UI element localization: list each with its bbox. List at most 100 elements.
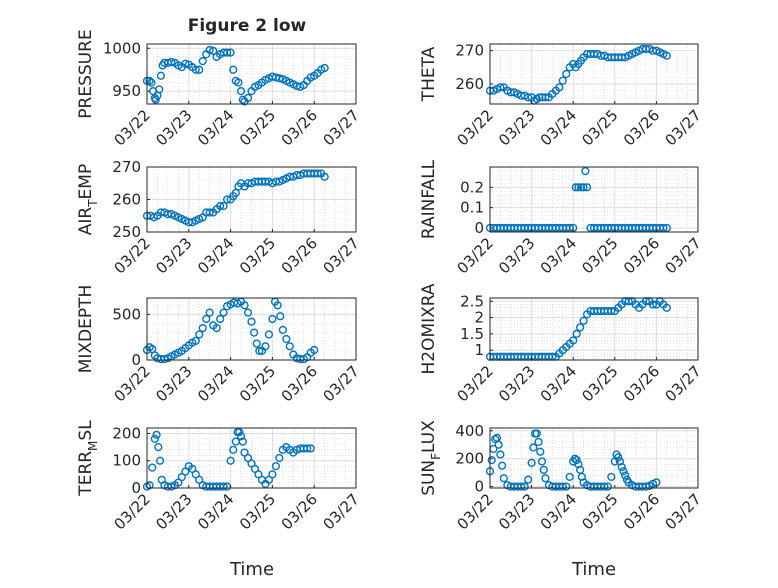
x-tick-label: 03/24 <box>537 362 580 405</box>
data-point <box>236 432 246 441</box>
data-point <box>641 482 651 491</box>
data-point <box>250 328 259 337</box>
data-point <box>216 201 225 211</box>
x-tick-label: 03/22 <box>111 106 154 149</box>
data-point <box>156 71 166 80</box>
data-point <box>229 445 238 454</box>
x-tick-label: 03/24 <box>537 106 580 149</box>
data-point <box>662 303 671 312</box>
data-point <box>148 463 157 472</box>
subplot-air: 25026027003/2203/2303/2403/2503/2603/27A… <box>76 158 363 277</box>
subplot-grid: 950100003/2203/2303/2403/2503/2603/27PRE… <box>76 29 705 533</box>
y-tick-label: 200 <box>112 424 141 442</box>
y-axis-label: RAINFALL <box>419 159 439 239</box>
y-tick-label: 0 <box>474 219 484 237</box>
x-tick-label: 03/26 <box>620 362 663 405</box>
data-point <box>310 345 319 355</box>
x-tick-label: 03/22 <box>454 234 497 277</box>
data-point <box>614 453 623 462</box>
data-point <box>216 314 225 324</box>
x-tick-label: 03/25 <box>236 362 279 405</box>
x-tick-label: 03/25 <box>578 362 621 405</box>
data-point <box>236 87 246 96</box>
data-point <box>219 308 228 317</box>
y-tick-label: 1.5 <box>460 325 484 343</box>
axes-box <box>489 43 699 105</box>
x-tick-label: 03/26 <box>278 106 321 149</box>
x-axis-label-left: Time <box>229 559 274 580</box>
x-tick-label: 03/22 <box>454 106 497 149</box>
x-tick-label: 03/27 <box>662 106 705 149</box>
data-point <box>243 308 253 317</box>
data-point <box>537 457 547 466</box>
data-point <box>524 475 533 484</box>
data-point <box>558 482 567 491</box>
x-tick-label: 03/27 <box>320 490 363 533</box>
data-point <box>282 334 291 344</box>
data-point <box>155 85 164 94</box>
x-tick-label: 03/25 <box>236 234 279 277</box>
data-point <box>499 474 508 483</box>
y-axis-label: MIXDEPTH <box>76 285 96 374</box>
subplot-terr: 010020003/2203/2303/2403/2503/2603/27TER… <box>76 420 363 534</box>
x-tick-label: 03/26 <box>278 362 321 405</box>
data-point <box>238 95 247 104</box>
x-tick-label: 03/26 <box>278 234 321 277</box>
x-tick-label: 03/23 <box>495 106 538 149</box>
data-point <box>579 316 588 325</box>
y-tick-label: 0 <box>474 478 484 496</box>
y-tick-label: 1 <box>474 341 484 359</box>
x-axis-label-right: Time <box>571 559 616 580</box>
y-tick-label: 400 <box>455 422 484 440</box>
x-tick-label: 03/25 <box>236 106 279 149</box>
data-point <box>198 57 207 66</box>
data-point <box>313 169 322 178</box>
y-tick-label: 500 <box>112 305 141 323</box>
figure-title: Figure 2 low <box>188 16 307 36</box>
x-tick-label: 03/22 <box>454 490 497 533</box>
data-point <box>223 48 232 57</box>
data-point <box>223 195 232 204</box>
axes-box <box>146 427 357 489</box>
axes-box <box>146 43 357 105</box>
data-point <box>205 208 214 217</box>
data-point <box>152 430 161 439</box>
x-tick-label: 03/26 <box>620 106 663 149</box>
data-point <box>212 323 221 333</box>
data-point <box>243 93 253 103</box>
data-point <box>572 455 581 465</box>
data-point <box>496 450 505 459</box>
data-point <box>576 323 585 332</box>
data-point <box>226 48 235 57</box>
x-tick-label: 03/23 <box>495 362 538 405</box>
data-point <box>541 93 550 102</box>
data-point <box>154 442 163 452</box>
data-point <box>240 301 249 310</box>
data-point <box>255 346 264 355</box>
data-point <box>234 78 243 87</box>
data-point <box>278 325 287 335</box>
y-tick-label: 200 <box>455 450 484 468</box>
data-point <box>662 223 671 233</box>
axes-box <box>489 427 699 489</box>
x-tick-label: 03/26 <box>620 234 663 277</box>
data-point <box>574 460 583 469</box>
data-point <box>276 312 285 321</box>
data-point <box>205 45 214 55</box>
data-point <box>571 183 580 192</box>
data-point <box>600 482 609 491</box>
data-point <box>285 342 294 351</box>
y-tick-label: 950 <box>112 82 141 100</box>
x-tick-label: 03/24 <box>194 234 237 277</box>
data-point <box>617 462 626 472</box>
y-tick-label: 0.1 <box>460 199 484 217</box>
y-tick-label: 260 <box>455 75 484 93</box>
x-tick-label: 03/24 <box>194 106 237 149</box>
data-point <box>565 223 574 233</box>
data-point <box>555 83 564 92</box>
y-tick-label: 270 <box>112 158 141 176</box>
data-point <box>209 46 218 55</box>
